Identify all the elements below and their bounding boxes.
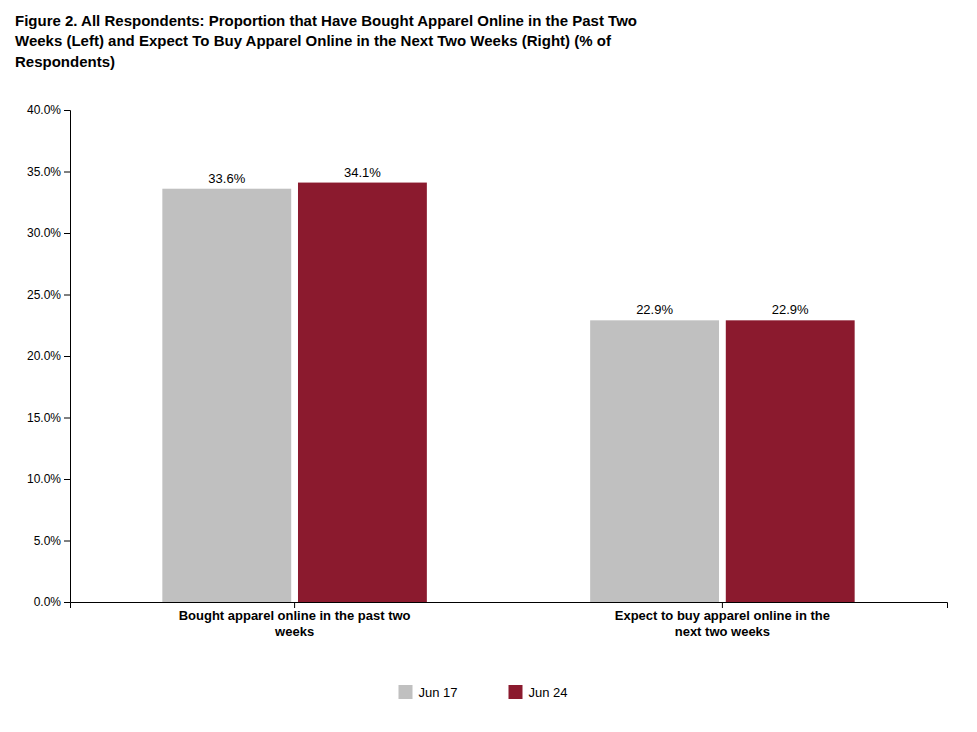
tick: 10.0% — [27, 472, 70, 486]
tick-label-line: next two weeks — [675, 624, 770, 639]
tick-label: 10.0% — [27, 472, 61, 486]
tick-label: 25.0% — [27, 288, 61, 302]
legend-swatch — [509, 685, 523, 699]
tick-label: 5.0% — [34, 534, 62, 548]
tick-label: 0.0% — [34, 595, 62, 609]
tick-label: 40.0% — [27, 103, 61, 117]
tick-label: 30.0% — [27, 226, 61, 240]
axis-line — [64, 111, 71, 603]
tick-label: Bought apparel online in the past twowee… — [179, 608, 411, 639]
axis-line — [71, 603, 948, 609]
tick-label: 20.0% — [27, 349, 61, 363]
tick-mark — [64, 479, 70, 480]
y-axis: 0.0% 5.0% 10.0% 15.0% 20.0% 25.0% 30.0% 35.0% 40… — [27, 103, 71, 609]
tick-label-line: Expect to buy apparel online in the — [615, 608, 830, 623]
tick: 5.0% — [34, 534, 70, 548]
legend-item: Jun 17 — [399, 685, 458, 700]
tick-mark — [64, 295, 70, 296]
legend: Jun 17 Jun 24 — [399, 685, 568, 700]
data-label: 34.1% — [344, 165, 381, 180]
tick: Expect to buy apparel online in thenext … — [615, 602, 830, 639]
tick-mark — [722, 602, 723, 608]
legend-item: Jun 24 — [509, 685, 568, 700]
tick: 40.0% — [27, 103, 70, 117]
tick: Bought apparel online in the past twowee… — [179, 602, 411, 639]
tick-label-line: Bought apparel online in the past two — [179, 608, 411, 623]
bars — [162, 183, 854, 602]
tick-mark — [64, 110, 70, 111]
chart: Figure 2. All Respondents: Proportion th… — [0, 0, 977, 732]
tick-mark — [64, 602, 70, 603]
bar — [590, 320, 719, 602]
tick-mark — [64, 172, 70, 173]
tick-label: 35.0% — [27, 165, 61, 179]
tick-mark — [294, 602, 295, 608]
tick: 30.0% — [27, 226, 70, 240]
tick: 20.0% — [27, 349, 70, 363]
bar — [726, 320, 855, 602]
title: Figure 2. All Respondents: Proportion th… — [15, 12, 637, 70]
tick-mark — [64, 541, 70, 542]
x-axis: Bought apparel online in the past twowee… — [71, 602, 948, 639]
data-label: 22.9% — [636, 302, 673, 317]
legend-label: Jun 24 — [529, 685, 568, 700]
plot: 33.6% 22.9% 34.1% 22.9% 0.0% 5.0% 10.0% 15.0% 20… — [27, 103, 948, 638]
tick-mark — [64, 233, 70, 234]
data-label: 22.9% — [772, 302, 809, 317]
tick-label: Expect to buy apparel online in thenext … — [615, 608, 830, 639]
data-label: 33.6% — [208, 171, 245, 186]
bar — [298, 183, 427, 602]
title-line: Figure 2. All Respondents: Proportion th… — [15, 12, 637, 29]
tick: 15.0% — [27, 411, 70, 425]
tick: 35.0% — [27, 165, 70, 179]
bar — [162, 189, 291, 602]
tick-label-line: weeks — [274, 624, 314, 639]
title-line: Respondents) — [15, 53, 115, 70]
tick: 0.0% — [34, 595, 70, 609]
legend-swatch — [399, 685, 413, 699]
tick: 25.0% — [27, 288, 70, 302]
tick-label: 15.0% — [27, 411, 61, 425]
legend-label: Jun 17 — [419, 685, 458, 700]
title-line: Weeks (Left) and Expect To Buy Apparel O… — [15, 32, 612, 49]
tick-mark — [64, 418, 70, 419]
tick-mark — [64, 356, 70, 357]
data-labels: 33.6% 22.9% 34.1% 22.9% — [208, 165, 809, 318]
